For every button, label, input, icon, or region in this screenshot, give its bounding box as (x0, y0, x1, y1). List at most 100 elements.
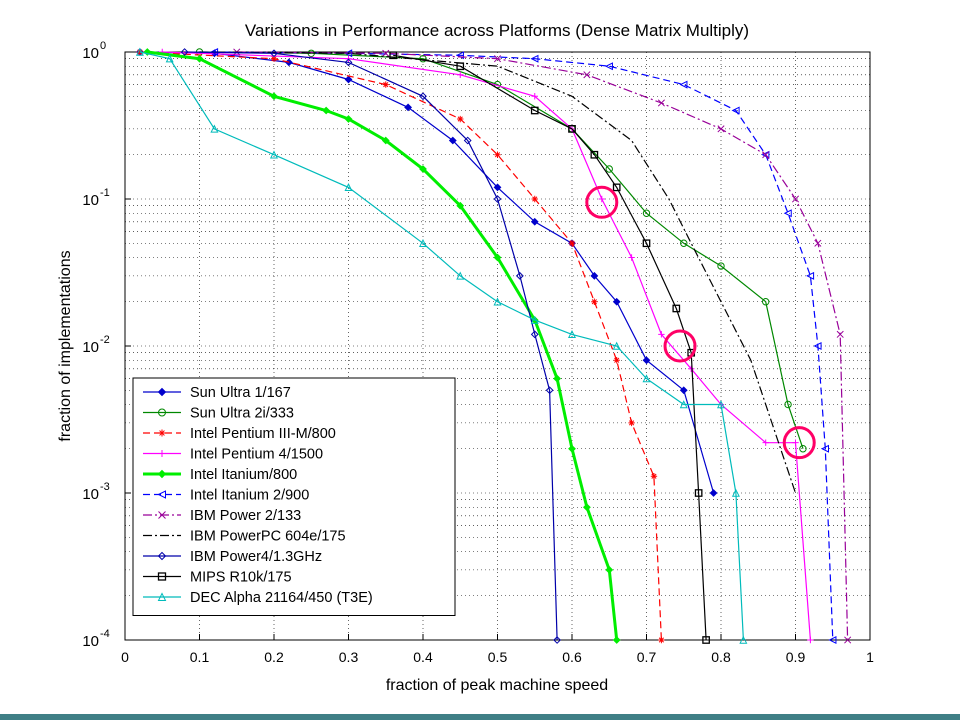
series-line (139, 51, 662, 641)
y-tick-label: 10 (82, 633, 99, 650)
data-point (419, 55, 427, 63)
series-line (214, 51, 834, 641)
data-point (157, 572, 167, 581)
data-point (591, 298, 598, 305)
x-tick-label: 0.7 (637, 649, 657, 665)
data-point (382, 81, 389, 88)
legend-label: Intel Pentium III-M/800 (190, 426, 336, 442)
y-tick-exponent: -2 (100, 334, 110, 346)
data-point (195, 54, 204, 63)
y-axis-label: fraction of implementations (57, 250, 74, 441)
data-point (739, 635, 748, 644)
data-point (456, 62, 465, 71)
legend-label: Intel Itanium/800 (190, 467, 297, 483)
data-point (553, 374, 562, 383)
data-point (568, 240, 576, 247)
data-point (269, 150, 279, 159)
series-7 (233, 48, 852, 644)
data-point (530, 315, 539, 324)
data-point (688, 365, 695, 372)
series-3 (136, 48, 665, 644)
data-point (679, 80, 688, 89)
data-point (813, 341, 822, 351)
data-point (612, 183, 621, 192)
data-point (628, 419, 635, 427)
series-11 (135, 47, 748, 644)
y-tick-exponent: -4 (100, 628, 110, 640)
annotations-layer (585, 185, 816, 460)
data-point (381, 136, 390, 145)
series-layer (135, 47, 852, 645)
data-point (322, 106, 331, 115)
highlight-circle (782, 426, 816, 460)
data-point (448, 136, 457, 145)
data-point (709, 489, 718, 497)
series-9 (180, 48, 562, 644)
data-point (658, 331, 665, 338)
data-point (158, 450, 166, 457)
data-point (658, 636, 665, 644)
data-point (545, 386, 554, 395)
data-point (807, 636, 814, 644)
legend-entry: Intel Pentium III-M/800 (143, 426, 336, 442)
data-point (530, 330, 539, 339)
data-point (717, 262, 725, 270)
legend-label: Intel Pentium 4/1500 (190, 447, 323, 463)
data-point (613, 357, 620, 364)
series-line (393, 54, 707, 641)
data-point (344, 115, 353, 123)
data-point (530, 54, 539, 63)
highlight-circle (663, 329, 697, 363)
data-point (582, 503, 591, 512)
data-point (716, 400, 726, 409)
data-point (679, 400, 688, 409)
legend-label: IBM Power4/1.3GHz (190, 549, 322, 565)
data-point (820, 444, 829, 453)
data-point (418, 238, 428, 247)
data-point (180, 48, 189, 56)
data-point (717, 125, 725, 133)
data-point (158, 511, 166, 519)
data-point (157, 387, 167, 397)
data-point (456, 201, 465, 210)
data-point (642, 209, 651, 217)
data-point (494, 151, 501, 158)
data-point (761, 150, 770, 159)
x-tick-label: 0.5 (488, 649, 508, 665)
data-point (568, 444, 576, 453)
legend-label: Sun Ultra 1/167 (190, 385, 291, 401)
data-point (493, 195, 502, 203)
series-line (184, 51, 558, 641)
legend-label: MIPS R10k/175 (190, 570, 292, 586)
data-point (680, 239, 688, 247)
y-tick-label: 10 (82, 486, 99, 503)
y-tick-label: 10 (82, 45, 99, 62)
data-point (605, 165, 613, 173)
data-point (792, 439, 799, 446)
data-point (814, 239, 822, 247)
y-tick-exponent: -1 (100, 187, 110, 199)
highlight-circle (585, 185, 619, 219)
data-point (165, 54, 174, 63)
x-axis-label: fraction of peak machine speed (386, 677, 608, 694)
data-point (389, 51, 398, 60)
data-point (493, 253, 502, 262)
data-point (568, 125, 576, 133)
data-point (493, 55, 502, 63)
legend-entry: IBM Power4/1.3GHz (143, 549, 322, 565)
data-point (783, 209, 792, 218)
data-point (531, 93, 538, 100)
legend-entry: Intel Itanium 2/900 (143, 488, 309, 504)
data-point (457, 115, 464, 123)
legend-label: IBM Power 2/133 (190, 508, 301, 524)
legend-label: IBM PowerPC 604e/175 (190, 529, 346, 545)
data-point (493, 183, 502, 192)
data-point (419, 165, 427, 173)
data-point (158, 429, 166, 437)
x-tick-label: 0.3 (339, 649, 359, 665)
data-point (612, 636, 621, 644)
x-tick-label: 0 (121, 649, 129, 665)
series-line (139, 51, 715, 494)
y-tick-label: 10 (82, 192, 99, 209)
